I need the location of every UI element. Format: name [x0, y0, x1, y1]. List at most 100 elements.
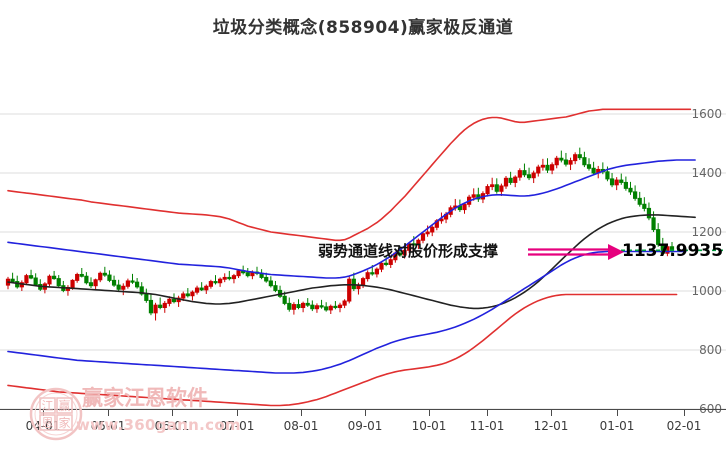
candle-body [347, 278, 352, 302]
candle-body [623, 181, 628, 189]
y-axis-tick-1000: 1000 [691, 284, 722, 298]
candle-body [102, 272, 107, 276]
candle-body [139, 286, 144, 295]
candle-body [75, 273, 80, 281]
candle-body [485, 186, 490, 195]
candle-body [218, 278, 223, 284]
candle-body [116, 284, 121, 290]
candle-body [577, 154, 582, 159]
candle-body [471, 194, 476, 198]
candle-body [70, 279, 75, 288]
candle-body [582, 157, 587, 166]
company-seal-icon: 江 赢 恩 家 [29, 387, 83, 441]
candle-body [462, 203, 467, 211]
x-axis-tick-05-01: 05-01 [90, 419, 126, 433]
candle-body [28, 275, 34, 279]
candle-body [162, 302, 167, 309]
candle-body [540, 164, 545, 168]
x-axis-tick-mark [684, 410, 685, 416]
candle-body [628, 187, 633, 193]
candle-body [130, 280, 135, 283]
candle-body [360, 278, 366, 286]
candle-body [660, 243, 665, 254]
candle-body [199, 287, 204, 291]
candle-body [646, 207, 652, 219]
indicator-line-lower_channel [7, 293, 678, 407]
x-axis-tick-11-01: 11-01 [469, 419, 505, 433]
candle-body [208, 281, 213, 287]
indicator-line-moving_average [7, 214, 696, 310]
candle-body [586, 164, 592, 169]
y-axis-tick-1400: 1400 [691, 166, 722, 180]
candle-body [374, 268, 379, 275]
candle-body [605, 171, 610, 180]
candle-body [573, 154, 578, 162]
candle-body [642, 203, 647, 209]
candle-body [591, 167, 596, 174]
candle-body [287, 302, 292, 310]
candle-body [517, 170, 522, 178]
candle-body [379, 262, 384, 270]
candle-body [273, 285, 278, 291]
candle-body [153, 304, 158, 314]
candle-body [656, 229, 661, 245]
candle-body [264, 276, 269, 282]
candle-body [305, 302, 310, 306]
candle-body [416, 239, 421, 246]
x-axis-tick-06-01: 06-01 [154, 419, 190, 433]
candle-body [158, 304, 163, 309]
candle-body [282, 295, 287, 304]
candle-body [490, 184, 495, 188]
candle-body [342, 300, 347, 306]
candle-body [301, 302, 306, 309]
candle-body [167, 298, 172, 304]
support-annotation-text: 弱势通道线对股价形成支撑 [318, 242, 499, 260]
candle-body [84, 275, 89, 284]
candle-body [526, 174, 532, 179]
candle-body [291, 304, 296, 310]
svg-text:家: 家 [58, 415, 70, 430]
x-axis-tick-mark [487, 410, 488, 416]
y-axis-tick-800: 800 [699, 343, 722, 357]
candle-body [637, 197, 642, 205]
candle-body [559, 157, 564, 161]
candle-body [513, 176, 518, 183]
x-axis-tick-08-01: 08-01 [283, 419, 319, 433]
indicator-line-mid_lower_channel [7, 250, 687, 374]
candle-body [550, 164, 555, 171]
candle-body [171, 298, 177, 303]
candle-body [554, 157, 559, 166]
candle-body [231, 275, 237, 280]
x-axis-tick-02-01: 02-01 [666, 419, 702, 433]
candle-body [503, 177, 509, 187]
candle-body [79, 273, 84, 277]
candle-body [310, 304, 315, 310]
candle-body [494, 184, 499, 192]
price-chart-svg [0, 108, 726, 410]
candle-body [296, 304, 301, 309]
candle-body [430, 226, 435, 233]
candle-body [222, 276, 227, 280]
candle-body [407, 243, 412, 251]
candle-body [614, 179, 619, 186]
indicator-line-mid_upper_channel [7, 159, 696, 279]
x-axis-tick-mark [237, 410, 238, 416]
candle-body [10, 278, 15, 283]
candle-body [194, 287, 200, 293]
candle-body [522, 170, 527, 176]
candle-body [425, 231, 430, 235]
candle-body [93, 279, 98, 287]
candle-body [181, 293, 186, 299]
candle-body [236, 270, 241, 277]
x-axis-tick-mark [172, 410, 173, 416]
candle-body [651, 217, 656, 231]
candle-body [563, 159, 569, 165]
svg-text:恩: 恩 [41, 416, 53, 430]
candle-body [213, 281, 218, 284]
candle-body [148, 299, 154, 314]
candle-body [351, 278, 356, 290]
x-axis-tick-01-01: 01-01 [599, 419, 635, 433]
chart-plot-area [0, 60, 726, 410]
candle-body [314, 305, 320, 310]
